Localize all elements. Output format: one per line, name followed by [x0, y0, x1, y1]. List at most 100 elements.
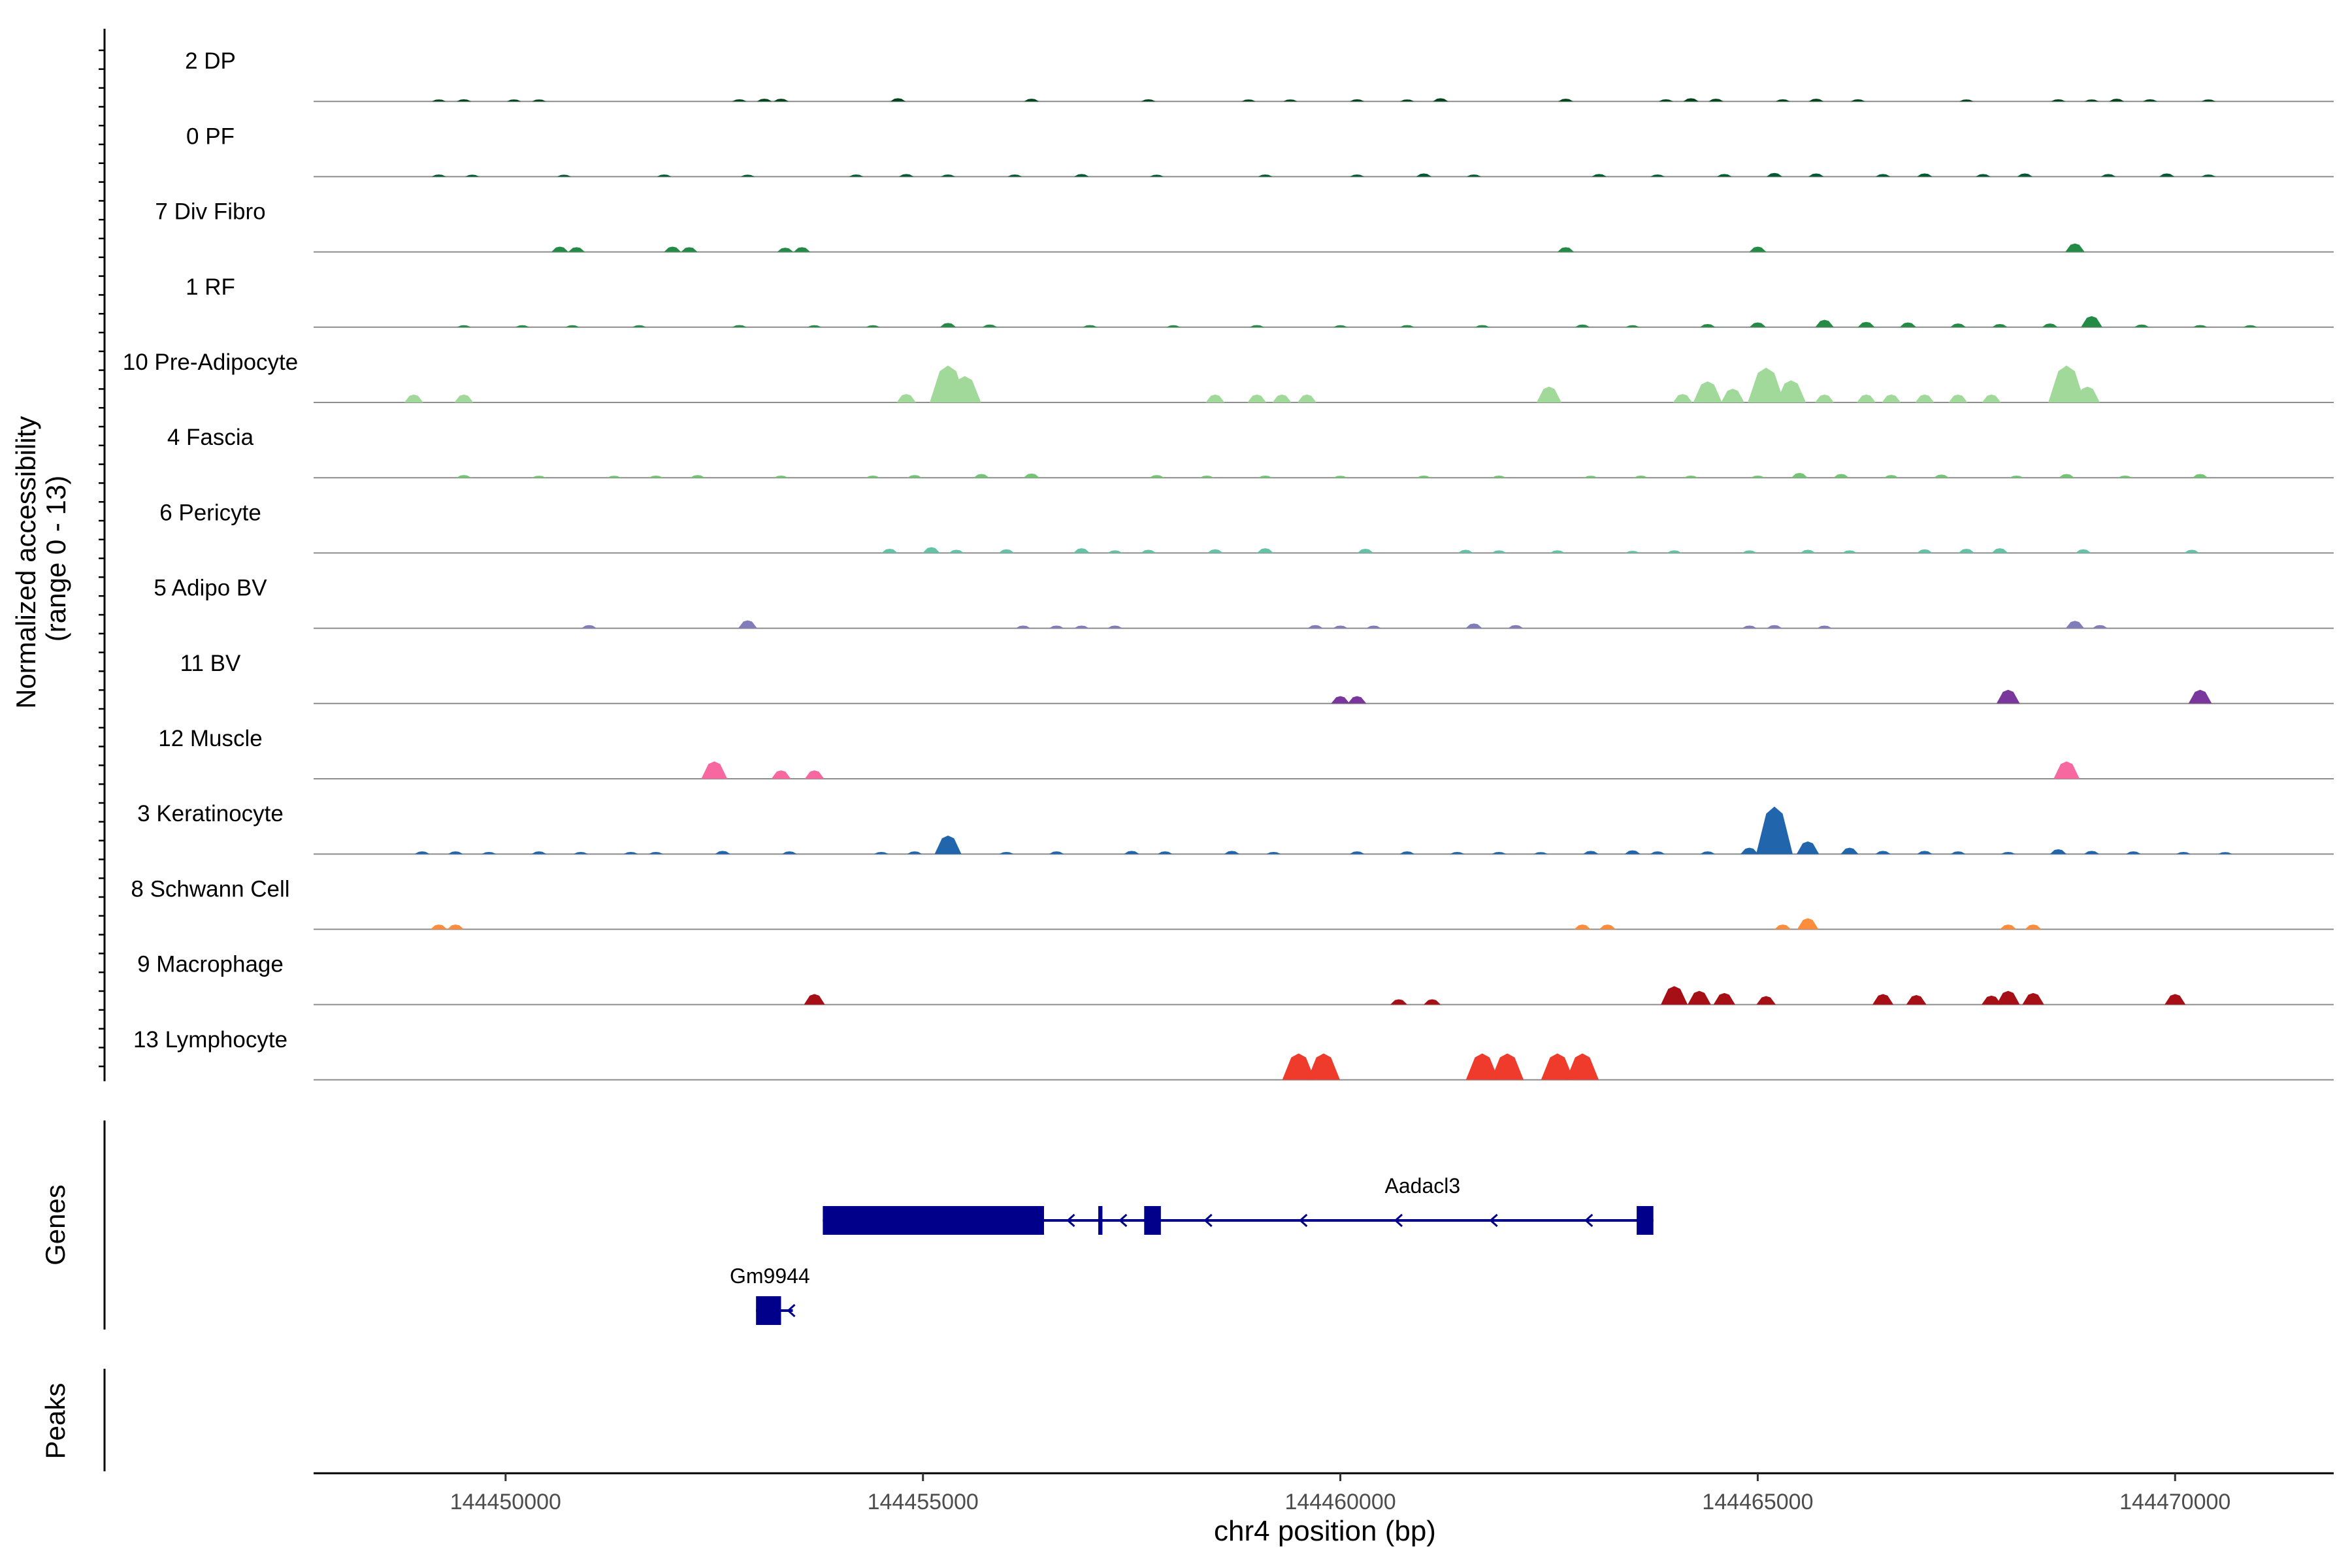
- coverage-peak: [793, 247, 811, 252]
- coverage-peak: [1073, 625, 1089, 629]
- coverage-peak: [774, 99, 789, 102]
- axes-layer: 144450000 144455000 144460000 144465000 1444…: [99, 29, 2334, 1514]
- coverage-peak: [1466, 174, 1482, 177]
- coverage-peak: [1750, 475, 1765, 478]
- coverage-peak: [1658, 99, 1674, 102]
- track-4-fascia: 4 Fascia: [167, 425, 2334, 479]
- coverage-peak: [681, 247, 698, 252]
- coverage-peak: [632, 325, 647, 327]
- peaks-panel-title: Peaks: [40, 1383, 71, 1460]
- coverage-peak: [1241, 99, 1256, 102]
- track-6-pericyte: 6 Pericyte: [159, 500, 2334, 554]
- coverage-peak: [771, 770, 791, 779]
- coverage-peak: [1683, 98, 1699, 102]
- coverage-peak: [1991, 548, 2008, 553]
- coverage-peak: [1882, 394, 1901, 402]
- y-axis-title: Normalized accessibility (range 0 - 13): [10, 408, 71, 709]
- coverage-peak: [568, 247, 585, 252]
- coverage-peak: [1399, 99, 1414, 102]
- coverage-peak: [1266, 851, 1281, 855]
- track-label: 1 RF: [186, 274, 235, 300]
- track-label: 0 PF: [186, 123, 235, 149]
- x-tick-label: 144470000: [2119, 1490, 2230, 1514]
- coverage-peak: [515, 325, 530, 327]
- coverage-peak: [1899, 322, 1917, 327]
- coverage-peak: [1749, 246, 1767, 252]
- coverage-peak: [623, 851, 638, 855]
- coverage-peak: [973, 474, 990, 478]
- coverage-peak: [940, 174, 956, 177]
- coverage-peak: [1349, 174, 1365, 177]
- coverage-peak: [774, 475, 789, 478]
- coverage-peak: [532, 476, 546, 478]
- coverage-peak: [1073, 548, 1090, 553]
- coverage-peak: [1916, 549, 1933, 553]
- coverage-peak: [1258, 475, 1273, 478]
- coverage-peak: [1875, 174, 1891, 177]
- coverage-peak: [2142, 99, 2158, 102]
- track-label: 4 Fascia: [167, 425, 254, 450]
- gene-label: Aadacl3: [1385, 1174, 1461, 1198]
- coverage-peak: [1140, 549, 1156, 553]
- coverage-peak: [431, 174, 446, 177]
- coverage-peak: [998, 549, 1015, 553]
- coverage-peak: [2009, 475, 2024, 478]
- track-9-macrophage: 9 Macrophage: [137, 952, 2334, 1005]
- gene-label: Gm9944: [730, 1264, 810, 1288]
- coverage-peak: [1661, 986, 1688, 1005]
- coverage-peak: [2075, 549, 2091, 553]
- strand-arrow: [1299, 1213, 1308, 1228]
- coverage-peak: [1465, 623, 1482, 629]
- coverage-peak: [2075, 386, 2100, 402]
- coverage-peak: [2159, 173, 2175, 177]
- coverage-peak: [1950, 323, 1967, 327]
- coverage-peak: [1349, 99, 1365, 102]
- coverage-peak: [1149, 174, 1164, 177]
- coverage-peak: [1007, 174, 1022, 177]
- coverage-peak: [404, 394, 423, 402]
- coverage-peak: [1141, 99, 1156, 102]
- gene-exon: [1098, 1206, 1103, 1235]
- coverage-peak: [2048, 365, 2085, 402]
- coverage-peak: [1650, 851, 1665, 855]
- coverage-peak: [1249, 325, 1264, 327]
- coverage-peak: [2125, 851, 2141, 855]
- track-1-rf: 1 RF: [186, 274, 2334, 328]
- track-label: 2 DP: [185, 48, 236, 74]
- coverage-peak: [1390, 999, 1407, 1005]
- coverage-peak: [1917, 851, 1933, 855]
- coverage-peak: [1475, 325, 1490, 327]
- coverage-peak: [1492, 851, 1507, 855]
- gene-exon: [1637, 1206, 1654, 1235]
- coverage-peak: [2081, 316, 2102, 327]
- coverage-peak: [1808, 173, 1824, 177]
- track-11-bv: 11 BV: [180, 651, 2334, 704]
- coverage-peak: [1797, 918, 1819, 930]
- coverage-peak: [1592, 174, 1607, 177]
- coverage-peak: [1650, 174, 1665, 177]
- coverage-peak: [1347, 696, 1367, 704]
- coverage-peak: [2201, 174, 2216, 177]
- gene-exon: [756, 1296, 781, 1325]
- coverage-peak: [1366, 625, 1382, 629]
- coverage-peak: [1856, 394, 1876, 402]
- coverage-peak: [740, 174, 755, 177]
- y-axis-title-line1: Normalized accessibility: [10, 416, 41, 709]
- coverage-peak: [804, 994, 825, 1005]
- coverage-peak: [1982, 394, 2001, 402]
- coverage-peak: [1673, 394, 1693, 402]
- coverage-peak: [1023, 473, 1040, 478]
- coverage-peak: [1207, 549, 1224, 553]
- coverage-peak: [1416, 475, 1431, 478]
- coverage-peak: [1536, 386, 1561, 402]
- coverage-peak: [732, 325, 747, 327]
- track-2-dp: 2 DP: [185, 48, 2334, 103]
- coverage-peak: [701, 761, 728, 779]
- strand-arrow: [1584, 1213, 1593, 1228]
- coverage-peak: [2000, 924, 2017, 930]
- track-13-lymphocyte: 13 Lymphocyte: [133, 1027, 2334, 1081]
- coverage-peak: [1808, 99, 1824, 102]
- coverage-peak: [1815, 319, 1834, 327]
- coverage-peak: [1917, 173, 1933, 177]
- coverage-peak: [1748, 367, 1785, 402]
